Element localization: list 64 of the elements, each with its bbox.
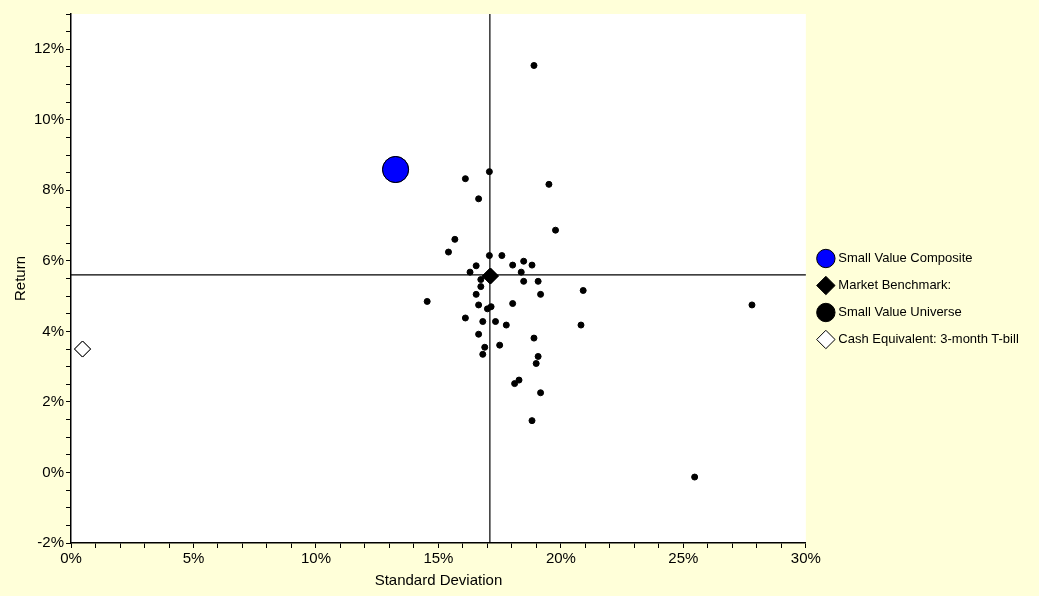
point — [748, 301, 756, 309]
legend-label: Market Benchmark: — [838, 277, 952, 293]
x-tick-label: 25% — [668, 549, 699, 567]
point — [520, 277, 528, 285]
point — [496, 341, 504, 349]
x-tick-label: 10% — [300, 549, 331, 567]
y-tick-label: 4% — [42, 321, 65, 339]
point — [511, 380, 519, 388]
point — [492, 318, 500, 326]
point — [479, 350, 487, 358]
legend-label: Small Value Composite — [838, 250, 973, 266]
point — [579, 286, 587, 294]
point — [520, 257, 528, 265]
point — [451, 235, 459, 243]
point — [481, 343, 489, 351]
y-tick-label: 0% — [42, 462, 65, 480]
point — [509, 261, 517, 269]
y-axis-title: Return — [11, 255, 29, 302]
point — [477, 283, 485, 291]
y-tick-label: -2% — [37, 533, 65, 551]
point — [477, 276, 485, 284]
legend-label: Small Value Universe — [838, 304, 962, 320]
point — [502, 321, 510, 329]
point — [534, 277, 542, 285]
point — [537, 290, 545, 298]
point — [691, 473, 699, 481]
point — [472, 262, 480, 270]
legend-label: Cash Equivalent: 3-month T-bill — [838, 331, 1019, 347]
y-tick-label: 6% — [42, 251, 65, 269]
x-tick-label: 5% — [182, 549, 205, 567]
y-tick-label: 8% — [42, 180, 65, 198]
point — [479, 318, 487, 326]
point — [475, 301, 483, 309]
x-axis-title: Standard Deviation — [374, 571, 503, 589]
point — [577, 321, 585, 329]
point — [481, 267, 499, 285]
point — [532, 359, 540, 367]
point — [515, 376, 523, 384]
point — [74, 340, 92, 358]
point — [545, 180, 553, 188]
point — [537, 389, 545, 397]
x-tick-label: 15% — [423, 549, 454, 567]
point — [534, 352, 542, 360]
point — [528, 261, 536, 269]
point — [530, 334, 538, 342]
point — [509, 300, 517, 308]
x-tick-label: 20% — [545, 549, 576, 567]
point — [461, 314, 469, 322]
y-tick-label: 2% — [42, 392, 65, 410]
point — [475, 330, 483, 338]
y-tick-label: 10% — [33, 109, 65, 127]
point — [472, 290, 480, 298]
point — [530, 61, 538, 69]
point — [423, 297, 431, 305]
point — [528, 417, 536, 425]
point — [552, 226, 560, 234]
point — [444, 248, 452, 256]
y-tick-label: 12% — [33, 39, 65, 57]
point — [461, 175, 469, 183]
point — [475, 195, 483, 203]
point — [498, 252, 506, 260]
x-tick-label: 0% — [60, 549, 82, 567]
point — [382, 156, 410, 184]
x-tick-label: 30% — [790, 549, 821, 567]
